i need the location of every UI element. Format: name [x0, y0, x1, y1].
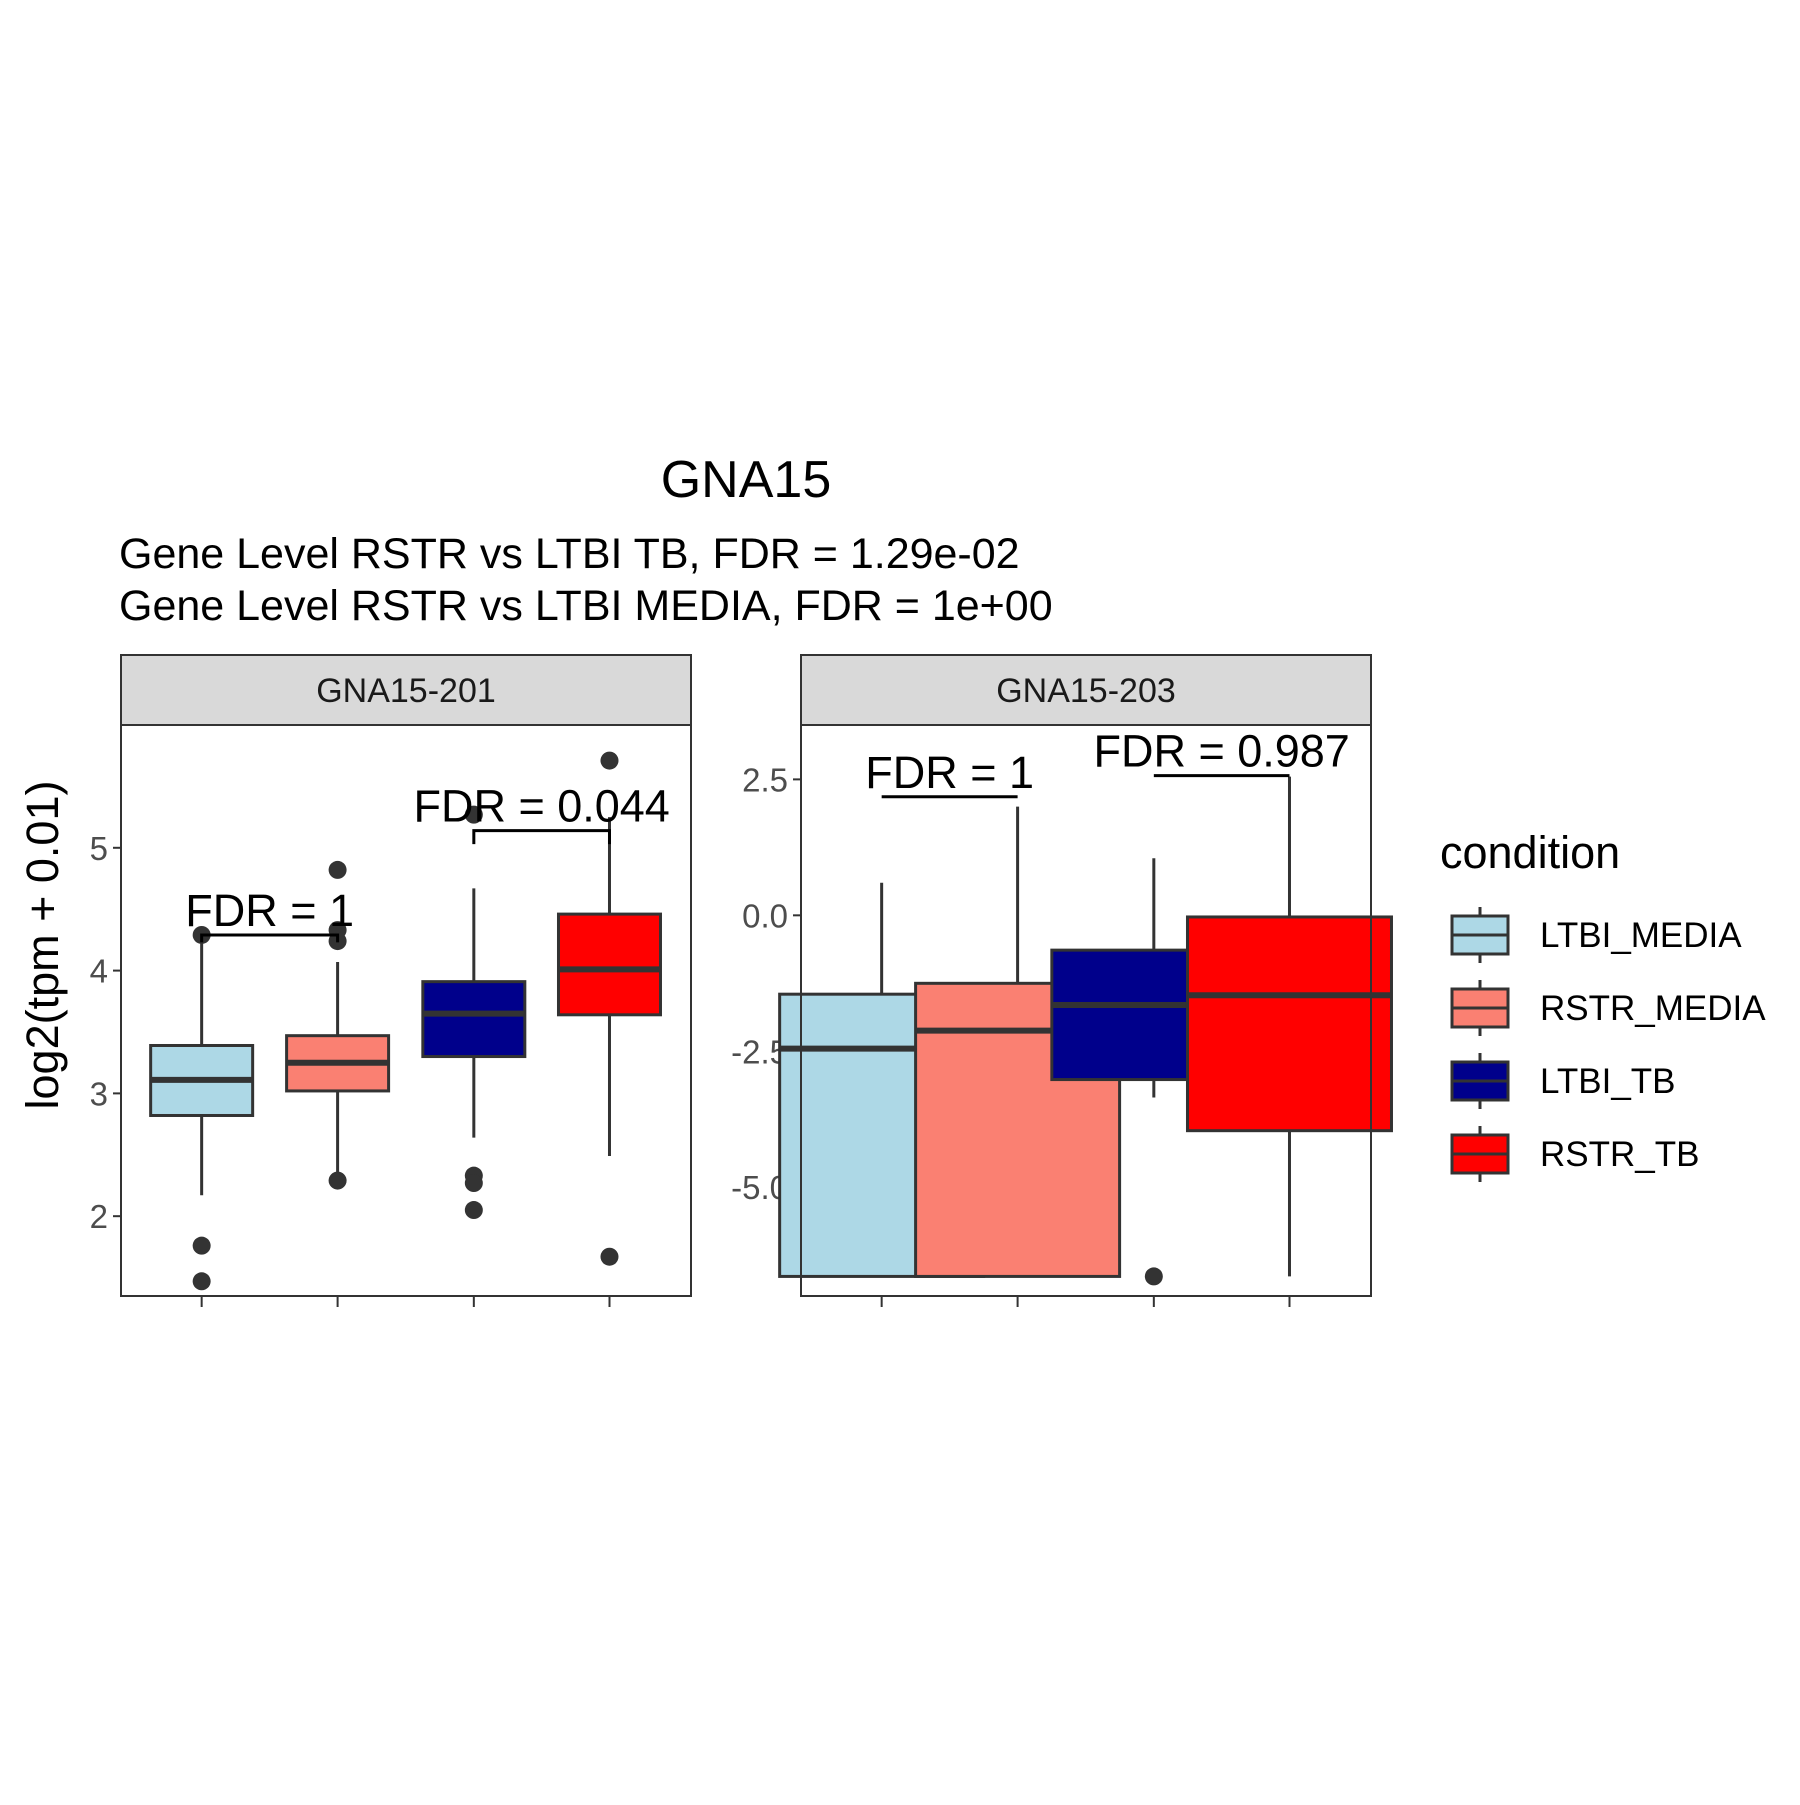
fdr-label: FDR = 0.987 [1093, 726, 1349, 777]
box-body [1185, 915, 1393, 1133]
legend-item-label: LTBI_MEDIA [1540, 916, 1742, 955]
fdr-annotation: FDR = 0.044 [413, 781, 670, 845]
fdr-annotation: FDR = 1 [865, 747, 1034, 799]
chart-subtitle-line-1: Gene Level RSTR vs LTBI TB, FDR = 1.29e-… [119, 530, 1020, 578]
outlier-point [192, 1272, 211, 1291]
outlier-point [1144, 1267, 1163, 1286]
legend-items: LTBI_MEDIA RSTR_MEDIA LTBI_TB RSTR_TB [1450, 907, 1766, 1182]
outlier-point [328, 860, 347, 879]
facet-strip-label: GNA15-201 [316, 672, 496, 710]
fdr-label: FDR = 1 [185, 885, 354, 936]
y-tick-label: 2 [90, 1198, 108, 1235]
outlier-point [192, 1236, 211, 1255]
fdr-bracket [200, 933, 340, 943]
box-ltbi-tb [421, 805, 527, 1220]
box-body [556, 912, 662, 1017]
legend: condition LTBI_MEDIA RSTR_MEDIA LTBI_TB RST… [1440, 827, 1766, 1182]
outlier-point [464, 1174, 483, 1193]
legend-item-label: RSTR_MEDIA [1540, 989, 1766, 1028]
legend-item-ltbi-media: LTBI_MEDIA [1450, 907, 1742, 963]
panel-gna15-203: GNA15-203-5.0-2.50.02.5 FDR = 1 FDR = 0.98… [731, 654, 1393, 1307]
fdr-label: FDR = 1 [865, 747, 1034, 798]
legend-title: condition [1440, 827, 1620, 878]
legend-item-ltbi-tb: LTBI_TB [1450, 1053, 1676, 1109]
outlier-point [600, 1247, 619, 1266]
panel-border [800, 724, 1372, 1297]
panel-border [120, 724, 692, 1297]
box-ltbi-media [149, 925, 255, 1291]
fdr-annotation: FDR = 0.987 [1093, 726, 1350, 778]
outlier-point [464, 805, 483, 824]
legend-item-label: RSTR_TB [1540, 1135, 1699, 1174]
chart-title: GNA15 [661, 451, 832, 509]
chart-subtitle-line-2: Gene Level RSTR vs LTBI MEDIA, FDR = 1e+… [119, 582, 1053, 630]
fdr-bracket [472, 829, 611, 845]
outlier-point [600, 751, 619, 770]
panel-gna15-201: GNA15-201 2 3 4 5 FDR = 1 FDR = 0.044 [90, 654, 692, 1307]
fdr-label: FDR = 0.044 [413, 781, 669, 832]
outlier-point [464, 1201, 483, 1220]
fdr-annotation: FDR = 1 [185, 885, 354, 943]
box-rstr-tb [556, 751, 662, 1266]
y-tick-label: 5 [90, 830, 108, 867]
y-tick-label: 4 [90, 953, 108, 990]
facet-strip-label: GNA15-203 [996, 672, 1176, 710]
legend-item-rstr-tb: RSTR_TB [1450, 1126, 1699, 1182]
y-tick-label: 2.5 [742, 761, 788, 798]
panels-layer: GNA15-201 2 3 4 5 FDR = 1 FDR = 0.044 GNA15-203… [90, 654, 1393, 1307]
y-axis-title: log2(tpm + 0.01) [17, 781, 68, 1110]
box-rstr-tb [1185, 776, 1393, 1277]
facet-strip [800, 654, 1372, 726]
box-body [421, 980, 527, 1059]
legend-item-label: LTBI_TB [1540, 1062, 1676, 1101]
y-tick-label: 0.0 [742, 897, 788, 934]
facet-strip [120, 654, 692, 726]
y-tick-label: 3 [90, 1075, 108, 1112]
legend-item-rstr-media: RSTR_MEDIA [1450, 980, 1766, 1036]
outlier-point [328, 1171, 347, 1190]
